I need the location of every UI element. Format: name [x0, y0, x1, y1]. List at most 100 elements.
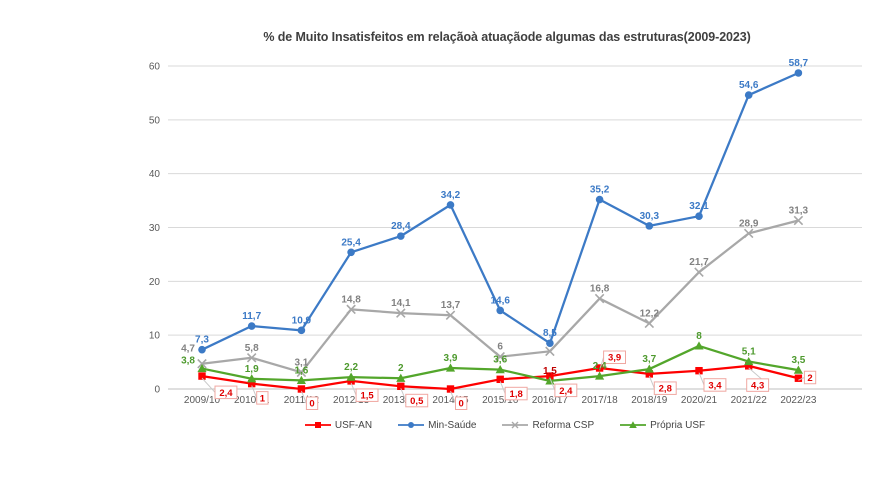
y-tick-label: 50	[149, 115, 161, 126]
y-tick-label: 0	[154, 385, 160, 396]
data-label-box	[554, 383, 578, 398]
data-label: 0	[459, 399, 464, 410]
labels-pr-pria-usf: 3,8 1,9 1,6 2,2 2 3,9 3,6 1,5 2,4 3,7 8 5,1 3,5	[181, 331, 806, 377]
marker-square	[248, 379, 256, 388]
data-label-box	[703, 378, 727, 392]
x-tick-label: 2012/13	[333, 395, 370, 406]
data-label: 8	[696, 331, 702, 342]
label-leader-line	[350, 382, 357, 396]
label-leader-line	[499, 381, 506, 394]
marker-circle	[744, 91, 753, 99]
label-leader-line	[698, 372, 705, 386]
data-label: 7,3	[195, 335, 209, 346]
data-label: 11,7	[242, 311, 261, 322]
marker-triangle	[744, 356, 754, 366]
marker-x	[594, 293, 605, 304]
data-label: 25,4	[341, 237, 361, 248]
data-label-box	[214, 385, 238, 400]
marker-x	[296, 367, 307, 378]
data-label-box	[653, 381, 677, 395]
legend-label: USF-AN	[334, 419, 373, 431]
marker-square	[695, 366, 703, 375]
data-label: 1,8	[510, 389, 523, 400]
marker-triangle	[595, 371, 605, 380]
data-label: 2	[807, 373, 812, 384]
data-label: 4,7	[181, 344, 195, 355]
marker-x	[445, 310, 456, 321]
series-reforma-csp	[197, 215, 804, 378]
x-tick-label: 2011/12	[284, 395, 320, 406]
data-label: 32,1	[689, 201, 709, 212]
marker-square	[546, 372, 554, 380]
marker-triangle	[445, 363, 456, 372]
x-tick-label: 2009/10	[184, 395, 221, 406]
chart-legend: USF-AN Min-Saúde Reforma CSP Própria USF	[110, 417, 894, 433]
labels-usf-an: 2,41 01,5 0,5 01,8 2,43,92,8 3,4 4,32	[201, 350, 817, 410]
marker-triangle	[296, 375, 306, 384]
data-label: 0	[309, 399, 314, 410]
data-label: 3,1	[294, 357, 308, 368]
marker-triangle	[694, 341, 704, 350]
data-label-box	[803, 370, 817, 385]
data-label: 0,5	[410, 396, 424, 407]
label-leader-line	[400, 388, 407, 401]
y-tick-label: 60	[149, 62, 161, 73]
marker-square	[446, 385, 455, 393]
marker-x	[793, 215, 804, 226]
data-label: 6	[497, 342, 503, 353]
y-tick-label: 30	[149, 223, 161, 234]
marker-triangle	[247, 374, 257, 383]
data-label: 3,8	[181, 356, 195, 367]
data-label: 14,6	[490, 295, 510, 306]
data-label: 21,7	[689, 257, 709, 268]
label-leader-line	[251, 385, 258, 399]
marker-x	[396, 308, 406, 318]
label-leader-line	[798, 377, 805, 381]
data-label: 3,9	[608, 353, 621, 364]
marker-triangle	[644, 364, 654, 373]
data-label: 1,6	[294, 365, 308, 376]
data-label: 10,9	[292, 315, 312, 326]
data-label: 1,9	[245, 364, 259, 375]
data-label: 2	[398, 363, 404, 374]
marker-x	[346, 304, 356, 315]
data-label: 1,5	[543, 366, 557, 377]
marker-circle	[198, 345, 206, 354]
series-usf-an	[198, 362, 803, 393]
data-label: 28,4	[391, 221, 411, 232]
data-label: 5,1	[742, 347, 756, 358]
data-label: 8,5	[543, 328, 557, 339]
data-label: 34,2	[441, 190, 461, 201]
legend-marker-icon	[398, 422, 425, 428]
data-label: 1	[260, 393, 266, 404]
marker-circle	[695, 212, 703, 220]
label-leader-line	[201, 377, 216, 393]
data-label: 3,7	[642, 354, 656, 365]
data-label: 35,2	[590, 185, 610, 196]
data-label: 3,5	[791, 355, 805, 366]
marker-square	[645, 370, 653, 378]
marker-square	[397, 382, 405, 391]
marker-circle	[595, 195, 604, 204]
data-label: 3,9	[444, 353, 458, 364]
data-label: 3,4	[708, 380, 722, 391]
marker-triangle	[396, 373, 406, 382]
legend-marker-icon	[502, 421, 529, 429]
label-leader-line	[549, 377, 556, 391]
legend-label: Própria USF	[650, 419, 706, 431]
marker-triangle	[346, 372, 356, 381]
marker-x	[495, 351, 505, 362]
data-label: 2,8	[659, 384, 672, 395]
y-tick-label: 20	[149, 277, 161, 288]
chart-title: % de Muito Insatisfeitos em relaçãoà atu…	[263, 30, 751, 44]
legend-item-reforma-csp: Reforma CSP	[502, 420, 594, 431]
marker-triangle	[495, 365, 505, 374]
series-min-sa-de	[198, 69, 803, 354]
marker-square	[496, 375, 504, 384]
data-label: 3,6	[493, 355, 507, 366]
marker-square	[198, 372, 206, 380]
label-leader-line	[450, 390, 456, 404]
data-label-box	[455, 396, 468, 410]
data-label: 4,3	[751, 381, 764, 392]
